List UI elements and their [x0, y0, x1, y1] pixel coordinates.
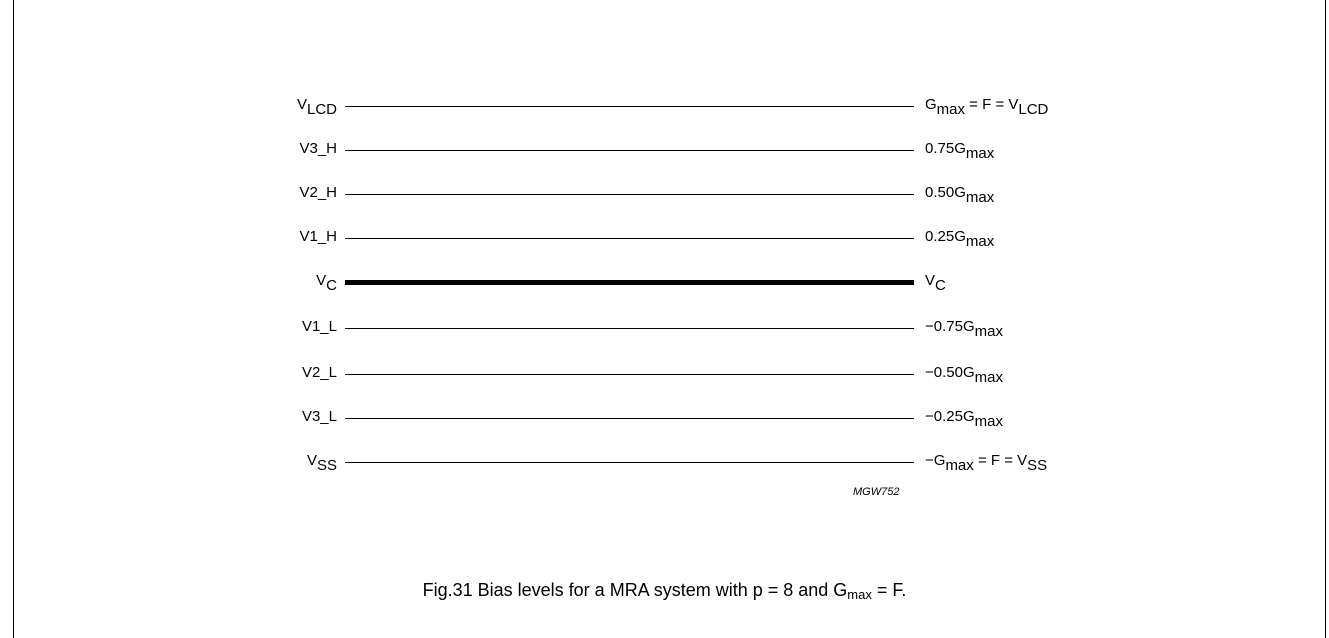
bias-level-row: V2_H 0.50Gmax	[0, 194, 1329, 195]
caption-subscript: max	[847, 587, 872, 602]
left-label-subscript: SS	[317, 457, 337, 474]
right-level-label: −0.50Gmax	[925, 364, 1003, 382]
right-label-text: = F = V	[974, 452, 1027, 469]
caption-suffix: = F.	[872, 580, 907, 600]
left-level-label: V3_L	[302, 408, 337, 426]
left-level-label: VC	[316, 272, 337, 290]
right-level-label: 0.50Gmax	[925, 184, 994, 202]
left-label-base: V3_L	[302, 408, 337, 425]
level-line	[345, 374, 914, 375]
right-level-label: −0.25Gmax	[925, 408, 1003, 426]
level-line	[345, 238, 914, 239]
level-line	[345, 328, 914, 329]
right-label-subscript: max	[966, 189, 994, 206]
left-level-label: V1_L	[302, 318, 337, 336]
right-label-text: = F = V	[965, 96, 1018, 113]
left-label-subscript: C	[326, 277, 337, 294]
left-label-subscript: LCD	[307, 101, 337, 118]
bias-level-row: V2_L −0.50Gmax	[0, 374, 1329, 375]
right-label-text: G	[925, 96, 937, 113]
right-label-text: 0.75G	[925, 140, 966, 157]
right-label-subscript: max	[966, 233, 994, 250]
bias-level-row: V3_L −0.25Gmax	[0, 418, 1329, 419]
right-label-text: −0.50G	[925, 364, 975, 381]
right-label-text: −0.25G	[925, 408, 975, 425]
right-level-label: 0.75Gmax	[925, 140, 994, 158]
right-label-subscript: LCD	[1018, 101, 1048, 118]
bias-level-row: V3_H 0.75Gmax	[0, 150, 1329, 151]
left-label-base: V3_H	[299, 140, 337, 157]
right-label-text: −0.75G	[925, 318, 975, 335]
level-line	[345, 106, 914, 107]
figure-caption: Fig.31 Bias levels for a MRA system with…	[0, 580, 1329, 601]
bias-level-row: V1_H 0.25Gmax	[0, 238, 1329, 239]
left-label-base: V1_H	[299, 228, 337, 245]
right-label-subscript: max	[975, 369, 1003, 386]
right-label-subscript: SS	[1027, 457, 1047, 474]
level-line	[345, 194, 914, 195]
left-label-base: V2_H	[299, 184, 337, 201]
right-label-text: V	[925, 272, 935, 289]
left-level-label: V3_H	[299, 140, 337, 158]
right-label-subscript: max	[937, 101, 965, 118]
left-level-label: V1_H	[299, 228, 337, 246]
right-label-text: 0.25G	[925, 228, 966, 245]
figure-frame	[13, 0, 1326, 638]
left-label-base: V1_L	[302, 318, 337, 335]
common-level-line	[345, 280, 914, 285]
right-level-label: VC	[925, 272, 946, 290]
left-label-base: V	[307, 452, 317, 469]
caption-prefix: Fig.31 Bias levels for a MRA system with…	[423, 580, 848, 600]
bias-level-row: V1_L −0.75Gmax	[0, 328, 1329, 329]
right-level-label: 0.25Gmax	[925, 228, 994, 246]
bias-level-row: VLCD Gmax = F = VLCD	[0, 106, 1329, 107]
right-level-label: Gmax = F = VLCD	[925, 96, 1048, 114]
right-label-subscript: max	[975, 323, 1003, 340]
bias-level-row: VSS −Gmax = F = VSS	[0, 462, 1329, 463]
left-label-base: V	[297, 96, 307, 113]
level-line	[345, 150, 914, 151]
left-level-label: V2_L	[302, 364, 337, 382]
right-level-label: −Gmax = F = VSS	[925, 452, 1047, 470]
left-level-label: VSS	[307, 452, 337, 470]
right-label-text: −G	[925, 452, 945, 469]
left-level-label: V2_H	[299, 184, 337, 202]
right-label-subscript: C	[935, 277, 946, 294]
right-label-text: 0.50G	[925, 184, 966, 201]
right-label-subscript: max	[966, 145, 994, 162]
left-label-base: V2_L	[302, 364, 337, 381]
right-label-subscript: max	[975, 413, 1003, 430]
bias-level-row: VC VC	[0, 282, 1329, 283]
left-level-label: VLCD	[297, 96, 337, 114]
level-line	[345, 462, 914, 463]
left-label-base: V	[316, 272, 326, 289]
right-level-label: −0.75Gmax	[925, 318, 1003, 336]
reference-code: MGW752	[853, 486, 899, 498]
right-label-subscript: max	[945, 457, 973, 474]
level-line	[345, 418, 914, 419]
